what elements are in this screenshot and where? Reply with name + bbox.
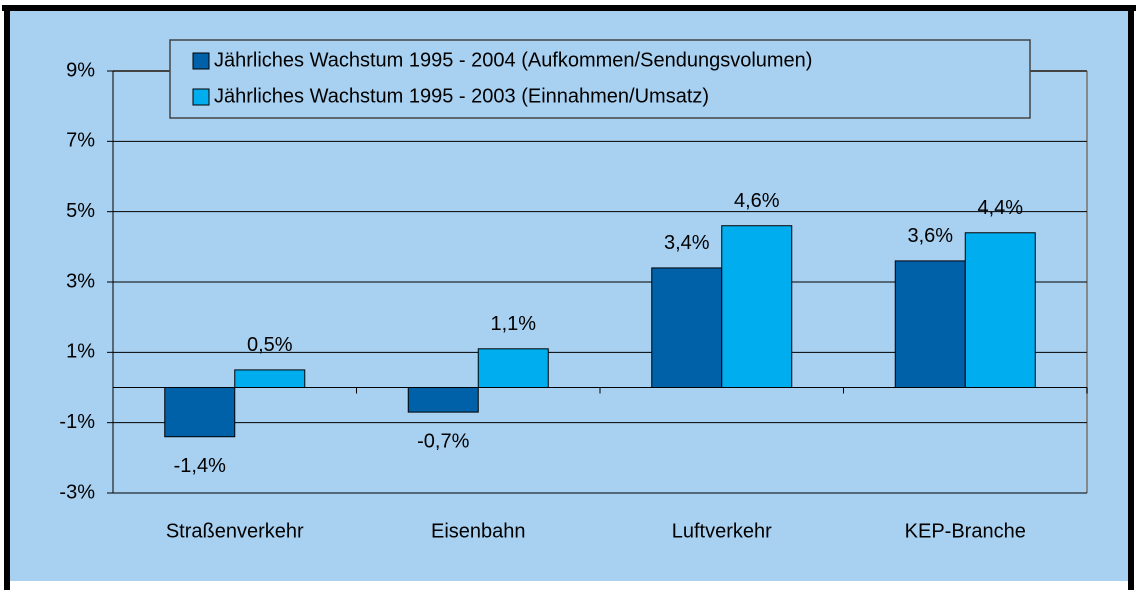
- y-tick-label: 1%: [66, 341, 95, 363]
- bar: [164, 387, 236, 438]
- bar: [234, 369, 306, 388]
- bar: [721, 225, 793, 388]
- y-tick-label: -3%: [59, 481, 95, 503]
- value-label: -1,4%: [174, 455, 226, 477]
- x-tick-label: Straßenverkehr: [166, 520, 304, 542]
- bar: [651, 267, 723, 388]
- value-label: -0,7%: [417, 430, 469, 452]
- value-label: 3,6%: [907, 225, 953, 247]
- value-label: 4,6%: [734, 190, 780, 212]
- x-tick-label: KEP-Branche: [905, 520, 1026, 542]
- bar: [407, 387, 479, 413]
- value-label: 3,4%: [664, 232, 710, 254]
- y-tick-label: 7%: [66, 130, 95, 152]
- bar: [477, 348, 549, 389]
- y-tick-label: 3%: [66, 270, 95, 292]
- legend-label: Jährliches Wachstum 1995 - 2004 (Aufkomm…: [214, 49, 812, 71]
- bar: [964, 232, 1036, 388]
- legend-swatch: [192, 88, 210, 106]
- legend-swatch: [192, 52, 210, 70]
- y-tick-label: 9%: [66, 59, 95, 81]
- bar: [894, 260, 966, 388]
- value-label: 4,4%: [977, 197, 1023, 219]
- y-tick-label: -1%: [59, 411, 95, 433]
- legend-label: Jährliches Wachstum 1995 - 2003 (Einnahm…: [214, 85, 709, 107]
- x-tick-label: Eisenbahn: [431, 520, 526, 542]
- legend-box: [169, 39, 1031, 119]
- x-tick-label: Luftverkehr: [672, 520, 772, 542]
- y-tick-label: 5%: [66, 200, 95, 222]
- value-label: 1,1%: [490, 313, 536, 335]
- value-label: 0,5%: [247, 334, 293, 356]
